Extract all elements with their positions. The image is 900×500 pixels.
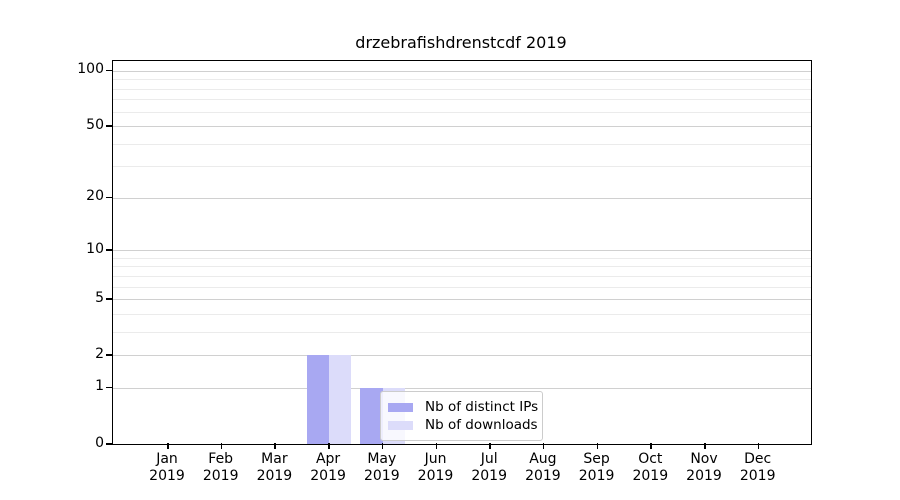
x-tick-year: 2019 <box>686 468 722 484</box>
minor-gridline <box>113 166 811 168</box>
y-tick-label: 1 <box>95 378 104 395</box>
major-gridline <box>113 299 811 301</box>
x-axis-tick <box>435 443 437 449</box>
y-axis-tick <box>106 386 112 389</box>
chart-title: drzebrafishdrenstcdf 2019 <box>355 33 567 52</box>
x-tick-year: 2019 <box>310 468 346 484</box>
x-tick-year: 2019 <box>471 468 507 484</box>
y-axis-tick <box>106 125 112 127</box>
x-tick-label: Aug 2019 <box>516 451 570 485</box>
x-tick-year: 2019 <box>417 468 454 484</box>
y-tick-label: 2 <box>95 345 104 362</box>
x-tick-month: Jan <box>156 451 178 467</box>
y-axis-tick <box>106 443 112 445</box>
x-tick-year: 2019 <box>632 468 669 484</box>
minor-gridline <box>113 99 811 101</box>
x-tick-label: Feb 2019 <box>194 451 248 485</box>
minor-gridline <box>113 266 811 268</box>
x-axis-tick <box>596 443 599 449</box>
x-axis-tick <box>167 443 169 449</box>
major-gridline <box>113 355 811 357</box>
minor-gridline <box>113 275 811 277</box>
x-tick-label: Apr 2019 <box>301 451 355 485</box>
legend-row-distinct-ips: Nb of distinct IPs <box>388 398 539 416</box>
minor-gridline <box>113 143 811 145</box>
x-axis-tick <box>381 443 384 449</box>
x-tick-year: 2019 <box>525 468 561 484</box>
x-axis-tick <box>757 443 760 449</box>
x-tick-year: 2019 <box>149 468 185 484</box>
legend-label-downloads: Nb of downloads <box>425 417 538 433</box>
minor-gridline <box>113 111 811 113</box>
x-tick-month: Mar <box>261 451 288 467</box>
x-tick-label: Dec 2019 <box>731 451 785 485</box>
x-axis-tick <box>328 443 330 449</box>
x-tick-month: Aug <box>529 451 557 467</box>
bar-distinct-ips-apr <box>306 355 330 444</box>
y-axis-tick <box>106 249 112 251</box>
x-axis-tick <box>704 443 706 449</box>
minor-gridline <box>113 88 811 90</box>
x-tick-month: Dec <box>744 451 772 467</box>
legend-swatch-downloads <box>388 420 413 430</box>
minor-gridline <box>113 331 811 333</box>
x-tick-year: 2019 <box>363 468 400 484</box>
x-axis-tick <box>542 443 545 449</box>
x-tick-month: Feb <box>208 451 234 467</box>
bar-distinct-ips-may <box>360 387 383 444</box>
x-tick-label: Oct 2019 <box>623 451 677 485</box>
x-tick-label: Mar 2019 <box>247 451 301 485</box>
legend-row-downloads: Nb of downloads <box>388 416 538 434</box>
x-tick-label: Jan 2019 <box>140 451 194 485</box>
y-axis-tick <box>106 298 112 300</box>
plot-area: Nb of distinct IPs Nb of downloads <box>112 60 812 445</box>
bar-downloads-apr <box>329 355 352 444</box>
minor-gridline <box>113 313 811 315</box>
x-tick-month: Sep <box>583 451 610 467</box>
major-gridline <box>113 387 811 389</box>
legend: Nb of distinct IPs Nb of downloads <box>380 391 543 441</box>
x-tick-year: 2019 <box>202 468 239 484</box>
minor-gridline <box>113 79 811 81</box>
x-tick-month: Jun <box>424 451 447 467</box>
x-tick-month: Nov <box>690 451 718 467</box>
y-tick-label: 100 <box>77 61 104 78</box>
major-gridline <box>113 126 811 128</box>
x-tick-label: Jul 2019 <box>462 451 516 485</box>
x-tick-month: May <box>367 451 397 467</box>
minor-gridline <box>113 286 811 288</box>
x-tick-month: Oct <box>638 451 663 467</box>
y-tick-label: 50 <box>86 116 104 133</box>
x-tick-month: Jul <box>480 451 498 467</box>
x-tick-year: 2019 <box>256 468 293 484</box>
x-axis-tick <box>274 443 276 449</box>
legend-label-distinct-ips: Nb of distinct IPs <box>425 399 539 415</box>
y-axis-tick <box>106 69 112 72</box>
y-tick-label: 10 <box>86 240 104 257</box>
x-tick-month: Apr <box>315 451 341 467</box>
major-gridline <box>113 250 811 252</box>
x-axis-tick <box>489 443 491 449</box>
x-tick-label: May 2019 <box>355 451 409 485</box>
x-tick-year: 2019 <box>739 468 776 484</box>
y-tick-label: 20 <box>86 188 104 205</box>
minor-gridline <box>113 257 811 259</box>
y-tick-label: 0 <box>95 434 104 451</box>
major-gridline <box>113 70 811 72</box>
major-gridline <box>113 197 811 199</box>
y-axis-tick <box>106 354 112 356</box>
x-axis-tick <box>220 443 223 449</box>
legend-swatch-distinct-ips <box>388 402 413 412</box>
x-tick-label: Sep 2019 <box>570 451 624 485</box>
x-tick-label: Jun 2019 <box>409 451 463 485</box>
y-axis-tick <box>106 196 112 199</box>
x-axis-tick <box>650 443 652 449</box>
x-tick-label: Nov 2019 <box>677 451 731 485</box>
y-tick-label: 5 <box>95 289 104 306</box>
x-tick-year: 2019 <box>578 468 615 484</box>
